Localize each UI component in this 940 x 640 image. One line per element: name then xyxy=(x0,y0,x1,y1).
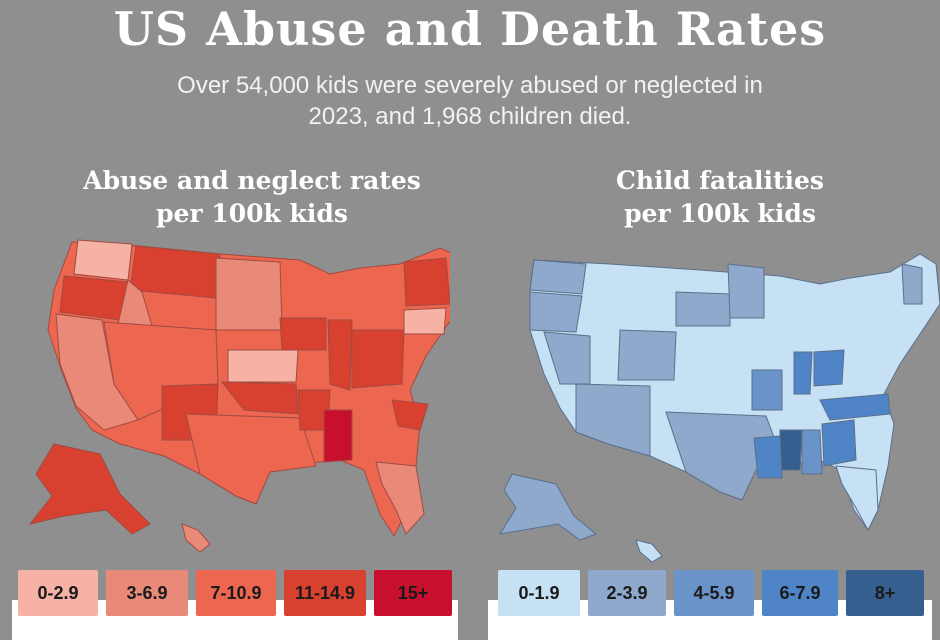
fatality-map-south-dakota xyxy=(675,291,731,327)
abuse-map-indiana-ohio xyxy=(351,329,405,389)
fatality-map-colorado xyxy=(617,329,677,381)
fatality-map-ohio xyxy=(813,349,845,387)
fatality-legend-item-0: 0-1.9 xyxy=(498,570,580,616)
fatality-map-texas xyxy=(665,411,785,501)
abuse-map-hawaii xyxy=(181,523,211,553)
fatality-map-indiana xyxy=(793,351,813,395)
abuse-map-title-line-2: per 100k kids xyxy=(156,199,348,228)
abuse-map-florida xyxy=(375,461,425,535)
fatality-map-north-carolina xyxy=(819,393,891,421)
fatality-map-georgia xyxy=(821,419,857,467)
fatality-map-title-line-2: per 100k kids xyxy=(624,199,816,228)
fatality-map-florida xyxy=(835,465,879,532)
fatality-map xyxy=(498,253,940,563)
fatality-map-louisiana xyxy=(753,435,783,479)
subtitle: Over 54,000 kids were severely abused or… xyxy=(120,70,820,132)
fatality-map-minnesota xyxy=(727,263,765,319)
fatality-map-oregon xyxy=(529,291,583,333)
fatality-map-title: Child fatalities per 100k kids xyxy=(510,164,930,230)
fatality-map-mississippi xyxy=(779,429,803,471)
abuse-map-dakotas xyxy=(215,257,283,331)
abuse-map-title-line-1: Abuse and neglect rates xyxy=(83,166,421,195)
abuse-map-montana xyxy=(129,245,221,299)
abuse-map-new-york xyxy=(403,257,450,307)
abuse-map-texas xyxy=(185,413,317,505)
abuse-legend-item-2: 7-10.9 xyxy=(196,570,276,616)
abuse-map-oregon xyxy=(59,275,129,321)
abuse-map-title: Abuse and neglect rates per 100k kids xyxy=(42,164,462,230)
fatality-map-missouri xyxy=(751,369,783,411)
abuse-map-kansas xyxy=(227,349,299,383)
fatality-map-alabama xyxy=(801,429,823,475)
abuse-legend-item-0: 0-2.9 xyxy=(18,570,98,616)
abuse-legend-item-1: 3-6.9 xyxy=(106,570,188,616)
page-title: US Abuse and Death Rates xyxy=(113,2,827,56)
fatality-legend-item-1: 2-3.9 xyxy=(588,570,666,616)
fatality-legend-item-2: 4-5.9 xyxy=(674,570,754,616)
abuse-map-alaska xyxy=(28,443,151,535)
fatality-legend-item-3: 6-7.9 xyxy=(762,570,838,616)
abuse-map-south-carolina xyxy=(391,399,429,431)
fatality-map-hawaii xyxy=(635,539,663,563)
fatality-map-washington xyxy=(529,259,587,295)
abuse-map-oklahoma xyxy=(220,381,299,415)
fatality-map-title-line-1: Child fatalities xyxy=(616,166,824,195)
abuse-legend-item-4: 15+ xyxy=(374,570,452,616)
abuse-map-pennsylvania xyxy=(403,307,447,335)
abuse-map-california xyxy=(55,313,139,431)
abuse-map xyxy=(28,239,450,553)
fatality-map-alaska xyxy=(498,473,597,541)
fatality-map-southwest xyxy=(575,383,651,457)
fatality-legend-item-4: 8+ xyxy=(846,570,924,616)
abuse-map-mississippi xyxy=(323,409,353,463)
fatality-map-maine xyxy=(901,263,923,305)
abuse-legend-item-3: 11-14.9 xyxy=(284,570,366,616)
abuse-map-washington xyxy=(73,239,133,281)
abuse-map-illinois xyxy=(327,319,353,391)
subtitle-line-2: 2023, and 1,968 children died. xyxy=(308,103,632,130)
subtitle-line-1: Over 54,000 kids were severely abused or… xyxy=(177,72,763,99)
abuse-map-iowa xyxy=(279,317,327,351)
